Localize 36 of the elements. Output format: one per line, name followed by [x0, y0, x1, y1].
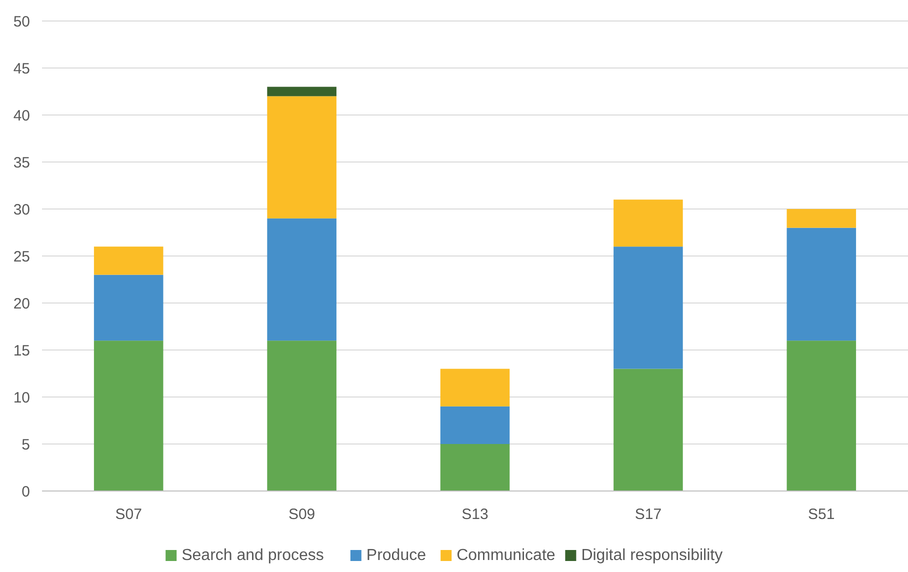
legend-label: Search and process: [182, 547, 324, 564]
bar: [786, 209, 856, 228]
bar: [440, 444, 510, 491]
bar: [614, 368, 683, 491]
bar: [786, 340, 856, 491]
bar: [94, 340, 164, 491]
bar: [267, 96, 336, 218]
x-tick-label: S13: [462, 506, 488, 523]
y-tick-label: 0: [22, 483, 30, 500]
bar: [94, 246, 164, 275]
y-tick-label: 15: [13, 342, 30, 360]
bar: [267, 340, 336, 491]
y-tick-label: 40: [13, 107, 30, 124]
y-tick-label: 10: [13, 389, 30, 406]
y-tick-label: 5: [22, 436, 30, 454]
x-tick-label: S07: [115, 506, 142, 523]
y-tick-label: 35: [13, 154, 30, 172]
legend-label: Produce: [366, 547, 426, 564]
y-tick-label: 20: [13, 295, 30, 312]
bar: [614, 200, 683, 247]
bar: [267, 218, 336, 341]
y-tick-label: 25: [13, 248, 30, 266]
bar: [440, 368, 510, 406]
x-tick-label: S17: [634, 506, 662, 523]
bar: [440, 406, 510, 444]
bar: [267, 86, 336, 96]
bar: [786, 228, 856, 341]
y-tick-label: 30: [13, 201, 30, 218]
bar: [94, 274, 164, 341]
bar: [614, 246, 683, 369]
y-tick-label: 45: [13, 60, 30, 78]
y-tick-label: 50: [13, 13, 30, 30]
legend-label: Communicate: [456, 547, 556, 564]
x-tick-label: S51: [808, 506, 835, 523]
legend-label: Digital responsibility: [581, 547, 723, 564]
x-tick-label: S09: [288, 506, 316, 523]
